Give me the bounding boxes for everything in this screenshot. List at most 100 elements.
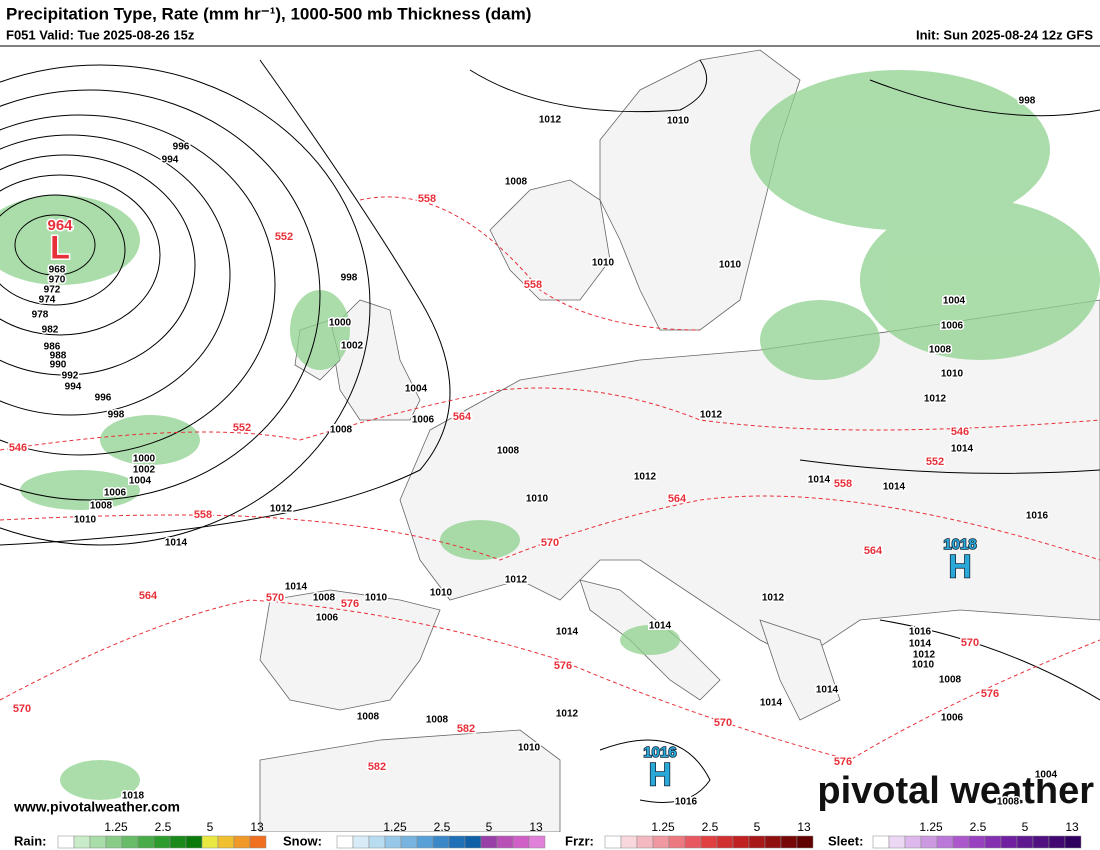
thickness-label: 558	[194, 509, 212, 521]
legend-swatch	[105, 835, 123, 849]
legend-swatch	[748, 835, 766, 849]
legend-swatch	[604, 835, 622, 849]
legend-swatch	[185, 835, 203, 849]
legend-swatch	[496, 835, 514, 849]
isobar-label: 1014	[816, 685, 839, 696]
isobar-label: 1004	[1035, 770, 1058, 781]
legend-tick-label: 5	[207, 820, 214, 834]
thickness-label: 576	[341, 598, 359, 610]
isobar-label: 1006	[941, 713, 964, 724]
legend-name: Sleet:	[828, 833, 863, 848]
isobar-label: 968	[49, 265, 66, 276]
isobar-label: 990	[50, 360, 67, 371]
legend-tick-label: 5	[1022, 820, 1029, 834]
legend-swatch	[217, 835, 235, 849]
thickness-label: 564	[864, 545, 883, 557]
legend-swatch	[169, 835, 187, 849]
isobar-label: 988	[50, 351, 67, 362]
legend-swatch	[336, 835, 354, 849]
isobar-label: 1014	[808, 475, 831, 486]
legend-swatch	[700, 835, 718, 849]
thickness-label: 546	[9, 442, 27, 454]
isobar-label: 1014	[951, 444, 974, 455]
legend-swatch	[652, 835, 670, 849]
isobar-label: 1006	[316, 613, 339, 624]
isobar-label: 1008	[357, 712, 380, 723]
legend-swatch	[512, 835, 530, 849]
isobar-label: 1008	[505, 177, 528, 188]
isobar-label: 1006	[941, 321, 964, 332]
isobar-label: 1012	[924, 394, 947, 405]
legend-swatch	[636, 835, 654, 849]
legend-swatch	[952, 835, 970, 849]
center-pressure: 1018	[943, 536, 976, 553]
thickness-label: 558	[834, 478, 852, 490]
isobar-label: 996	[173, 142, 190, 153]
legend-swatch	[620, 835, 638, 849]
legend-tick-label: 5	[754, 820, 761, 834]
legend-tick-label: 13	[797, 820, 811, 834]
legend-tick-label: 5	[486, 820, 493, 834]
isobar-label: 974	[39, 295, 56, 306]
thickness-label: 552	[926, 456, 944, 468]
isobar-label: 1014	[165, 538, 188, 549]
isobar-label: 996	[95, 393, 112, 404]
isobar-label: 1008	[497, 446, 520, 457]
isobar-label: 1010	[941, 369, 964, 380]
legend-swatch	[249, 835, 267, 849]
isobar-label: 994	[162, 155, 179, 166]
legend-tick-label: 1.25	[104, 820, 128, 834]
legend-swatch	[888, 835, 906, 849]
isobar-label: 1010	[592, 258, 615, 269]
legend-swatch	[57, 835, 75, 849]
legend-swatch	[201, 835, 219, 849]
legend-swatch	[872, 835, 890, 849]
isobar-label: 1014	[285, 582, 308, 593]
legend-swatch	[137, 835, 155, 849]
legend-swatch	[352, 835, 370, 849]
legend-tick-label: 13	[1065, 820, 1079, 834]
legend-swatch	[233, 835, 251, 849]
legend-swatch	[1064, 835, 1082, 849]
legend-swatch	[400, 835, 418, 849]
thickness-label: 576	[554, 660, 572, 672]
isobar-label: 1018	[122, 791, 145, 802]
legend-tick-label: 2.5	[970, 820, 987, 834]
isobar-label: 998	[108, 410, 125, 421]
isobar-label: 1006	[412, 415, 435, 426]
isobar-label: 1002	[341, 341, 364, 352]
legend-swatch	[668, 835, 686, 849]
isobar-label: 1010	[518, 743, 541, 754]
brand: pivotal weather	[817, 770, 1094, 812]
legend-swatch	[73, 835, 91, 849]
legend-swatch	[764, 835, 782, 849]
isobar-label: 1014	[909, 639, 932, 650]
legend-swatch	[89, 835, 107, 849]
legend-name: Snow:	[283, 833, 322, 848]
isobar-label: 1010	[74, 515, 97, 526]
isobar-label: 1008	[330, 425, 353, 436]
isobar-label: 986	[44, 342, 61, 353]
legend-swatch	[716, 835, 734, 849]
legend-swatch	[796, 835, 814, 849]
legend-swatch	[153, 835, 171, 849]
isobar-label: 1000	[133, 454, 156, 465]
thickness-label: 576	[834, 756, 852, 768]
isobar-label: 994	[65, 382, 82, 393]
init-time: Init: Sun 2025-08-24 12z GFS	[916, 27, 1093, 42]
thickness-label: 582	[457, 723, 475, 735]
isobar-label: 1010	[667, 116, 690, 127]
isobar-label: 1004	[129, 476, 152, 487]
isobar-label: 1010	[526, 494, 549, 505]
isobar-label: 1008	[90, 501, 113, 512]
isobar-label: 1012	[634, 472, 657, 483]
isobar-label: 1014	[649, 621, 672, 632]
legend-swatch	[1016, 835, 1034, 849]
legend-tick-label: 1.25	[383, 820, 407, 834]
isobar-label: 1016	[1026, 511, 1049, 522]
thickness-label: 558	[524, 279, 542, 291]
legend-swatch	[984, 835, 1002, 849]
legend-tick-label: 2.5	[702, 820, 719, 834]
legend-name: Rain:	[14, 833, 47, 848]
isobar-label: 1010	[365, 593, 388, 604]
